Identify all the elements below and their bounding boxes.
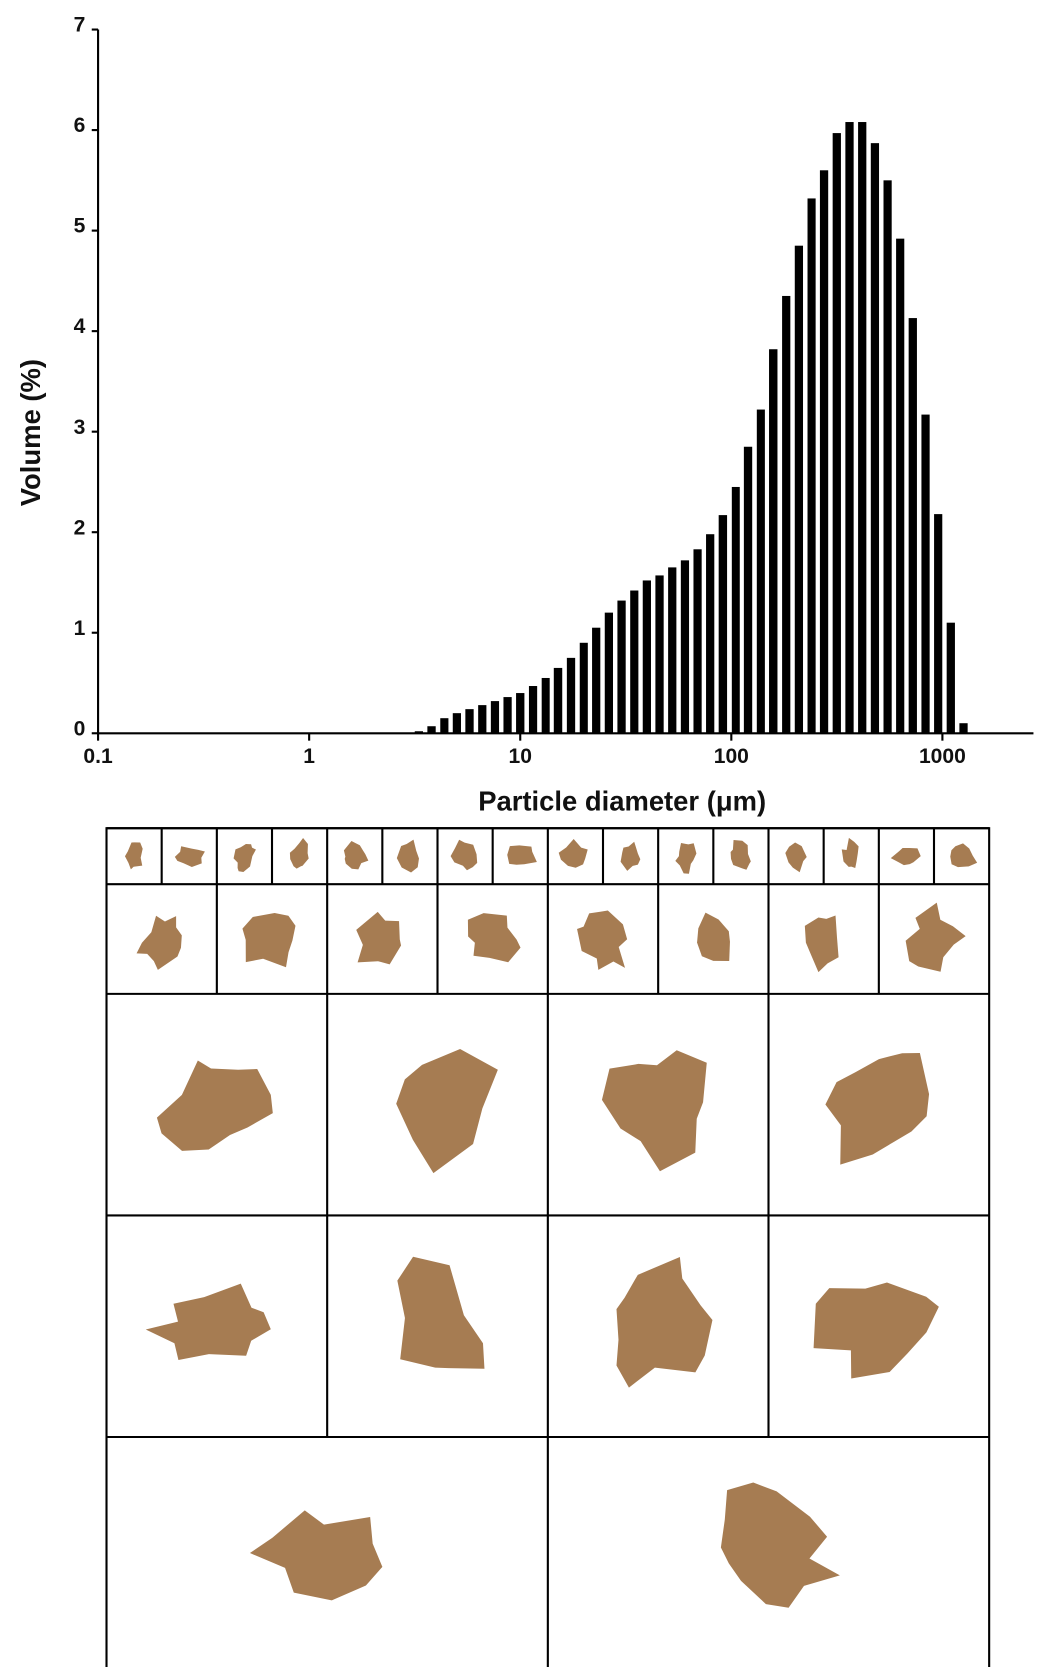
particle	[950, 843, 978, 868]
y-tick-label: 1	[74, 617, 86, 640]
bar	[528, 686, 538, 734]
particle	[620, 841, 641, 871]
bar	[870, 143, 880, 734]
x-tick-label: 1	[303, 745, 315, 768]
bar	[832, 133, 841, 734]
x-tick-label: 0.1	[83, 745, 113, 768]
x-tick-label: 1000	[919, 745, 966, 768]
bar	[706, 534, 715, 734]
bar	[592, 627, 601, 734]
particle	[507, 845, 537, 865]
y-tick-label: 5	[74, 215, 86, 238]
bar	[731, 486, 740, 734]
bar	[452, 713, 461, 734]
particle	[450, 839, 478, 871]
particle	[697, 912, 730, 961]
bar	[604, 612, 614, 734]
bar	[845, 122, 854, 734]
bar	[516, 693, 525, 734]
bar	[921, 414, 930, 734]
bar	[756, 409, 765, 734]
bar	[883, 180, 892, 734]
bar	[553, 667, 563, 734]
particle	[174, 846, 205, 868]
bar	[617, 600, 626, 734]
bar	[858, 122, 867, 734]
bar	[630, 590, 639, 734]
bar	[807, 198, 816, 734]
y-tick-label: 7	[74, 14, 86, 37]
bar	[946, 622, 955, 734]
bar	[782, 295, 791, 734]
particle	[601, 1050, 707, 1172]
particle	[396, 839, 419, 873]
particle	[730, 840, 751, 870]
particle	[396, 1048, 498, 1174]
bar	[440, 718, 449, 734]
bar	[680, 560, 690, 734]
bar	[718, 515, 728, 734]
particle	[343, 840, 369, 870]
bar	[908, 318, 917, 734]
bar	[934, 514, 943, 734]
bar	[490, 701, 500, 734]
particle	[467, 913, 521, 963]
bar	[959, 723, 968, 734]
particle	[813, 1282, 939, 1379]
y-tick-label: 2	[74, 516, 86, 539]
bar	[566, 657, 576, 734]
x-axis-title: Particle diameter (μm)	[478, 785, 766, 816]
particle	[558, 838, 588, 868]
bar	[769, 349, 778, 734]
x-tick-label: 100	[714, 745, 749, 768]
y-tick-label: 6	[74, 114, 86, 137]
chart: Particle diameter (μm) Volume (%) 0 1 2 3 4 5…	[15, 14, 1034, 816]
particle	[675, 842, 697, 874]
particle	[289, 838, 309, 869]
bar	[668, 567, 677, 734]
particle	[720, 1482, 840, 1608]
particle	[233, 843, 256, 873]
particle-grid	[105, 827, 991, 1667]
bar	[642, 580, 651, 734]
bar	[503, 697, 512, 734]
particle	[577, 910, 628, 970]
bar	[794, 245, 804, 734]
particle	[397, 1256, 485, 1369]
bar	[414, 731, 423, 734]
bar	[541, 677, 550, 734]
bar	[819, 170, 829, 734]
particle	[804, 915, 839, 973]
bar	[743, 446, 753, 734]
y-axis-title: Volume (%)	[15, 359, 46, 506]
particle	[905, 902, 966, 972]
particle	[156, 1060, 273, 1151]
y-tick-label: 0	[74, 717, 86, 740]
bar	[427, 726, 436, 734]
particle	[136, 915, 182, 970]
particle	[825, 1052, 930, 1165]
y-tick-label: 3	[74, 416, 86, 439]
particle	[145, 1283, 271, 1360]
particle	[616, 1257, 713, 1388]
bar	[655, 575, 664, 734]
particle	[249, 1510, 383, 1601]
particle	[124, 842, 143, 870]
y-tick-label: 4	[74, 315, 86, 338]
bar	[579, 642, 588, 734]
particle	[785, 842, 807, 873]
bar	[693, 549, 702, 734]
bar	[478, 705, 487, 734]
bar	[896, 238, 905, 734]
particle	[841, 837, 859, 869]
particle	[356, 911, 402, 965]
bar	[465, 709, 474, 734]
x-tick-label: 10	[509, 745, 532, 768]
particle	[242, 913, 296, 968]
particle	[890, 847, 921, 866]
